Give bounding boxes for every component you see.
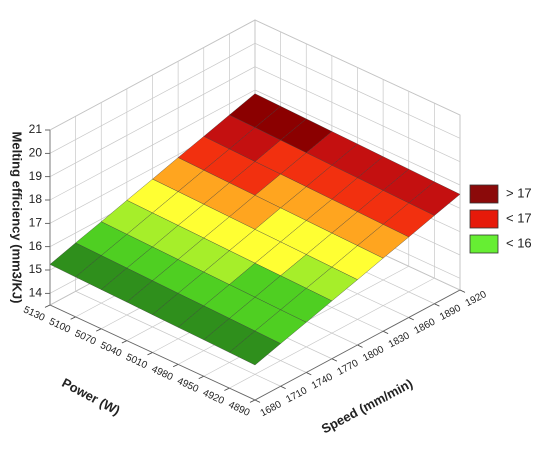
y-tick-label: 4950 [175, 376, 200, 396]
x-tick [459, 289, 466, 293]
legend-swatch [469, 209, 499, 229]
axis-line [254, 289, 461, 401]
x-tick-label: 1680 [259, 399, 284, 419]
y-tick-label: 5130 [22, 304, 47, 324]
grid-line [254, 66, 461, 162]
legend: > 17 < 17 < 16 [469, 184, 532, 254]
y-tick [172, 364, 179, 368]
legend-swatch [469, 234, 499, 254]
grid-line [49, 19, 256, 131]
x-tick-label: 1800 [361, 344, 386, 364]
z-tick-label: 15 [29, 262, 43, 276]
grid-line [254, 89, 461, 186]
grid-line [254, 43, 461, 139]
axis-line [49, 304, 256, 401]
y-tick-label: 5010 [124, 352, 149, 372]
x-tick [254, 399, 261, 403]
z-tick-label: 19 [29, 169, 43, 183]
y-tick [147, 352, 153, 356]
y-tick [121, 340, 128, 344]
y-tick [249, 399, 256, 403]
x-axis-title: Speed (mm/min) [319, 376, 415, 437]
x-tick [280, 385, 286, 390]
grid-line [49, 43, 256, 154]
z-tick-label: 20 [29, 146, 43, 160]
y-tick [224, 387, 230, 391]
grid-line [229, 277, 435, 389]
legend-swatch [469, 184, 499, 204]
y-tick [44, 304, 51, 308]
y-axis-title: Power (W) [59, 375, 122, 418]
y-tick-label: 4890 [227, 399, 252, 419]
x-tick-label: 1770 [336, 358, 361, 378]
x-tick-label: 1920 [464, 289, 489, 309]
x-tick-label: 1710 [284, 385, 309, 405]
grid-line [254, 19, 461, 116]
x-tick [331, 358, 338, 362]
y-tick-label: 5040 [98, 340, 123, 360]
surface [49, 93, 461, 366]
y-tick-label: 4980 [150, 364, 175, 384]
z-tick-label: 18 [29, 192, 43, 206]
surface-cell [228, 330, 282, 366]
z-tick-label: 17 [29, 216, 43, 230]
x-tick [408, 317, 414, 321]
x-tick-label: 1890 [438, 303, 463, 323]
y-tick [198, 375, 204, 380]
y-tick-label: 5100 [47, 316, 72, 336]
x-tick [434, 303, 440, 307]
x-tick [382, 330, 389, 335]
y-tick [70, 316, 76, 320]
z-axis-title: Melting efficiency (mm3/KJ) [10, 132, 25, 304]
legend-label: < 16 [506, 235, 532, 250]
y-tick-label: 4920 [201, 388, 226, 408]
x-tick [357, 344, 363, 348]
z-tick-label: 21 [29, 122, 43, 136]
z-tick-label: 16 [29, 239, 43, 253]
x-tick [306, 372, 312, 376]
y-tick [96, 328, 102, 332]
x-tick-label: 1740 [310, 371, 335, 391]
y-tick-label: 5070 [73, 328, 98, 348]
legend-label: > 17 [506, 185, 532, 200]
x-tick-label: 1860 [412, 316, 437, 336]
grid-line [49, 66, 256, 177]
legend-label: < 17 [506, 210, 532, 225]
x-tick-label: 1830 [387, 330, 412, 350]
grid-line [49, 89, 256, 201]
z-tick-label: 14 [29, 286, 43, 300]
